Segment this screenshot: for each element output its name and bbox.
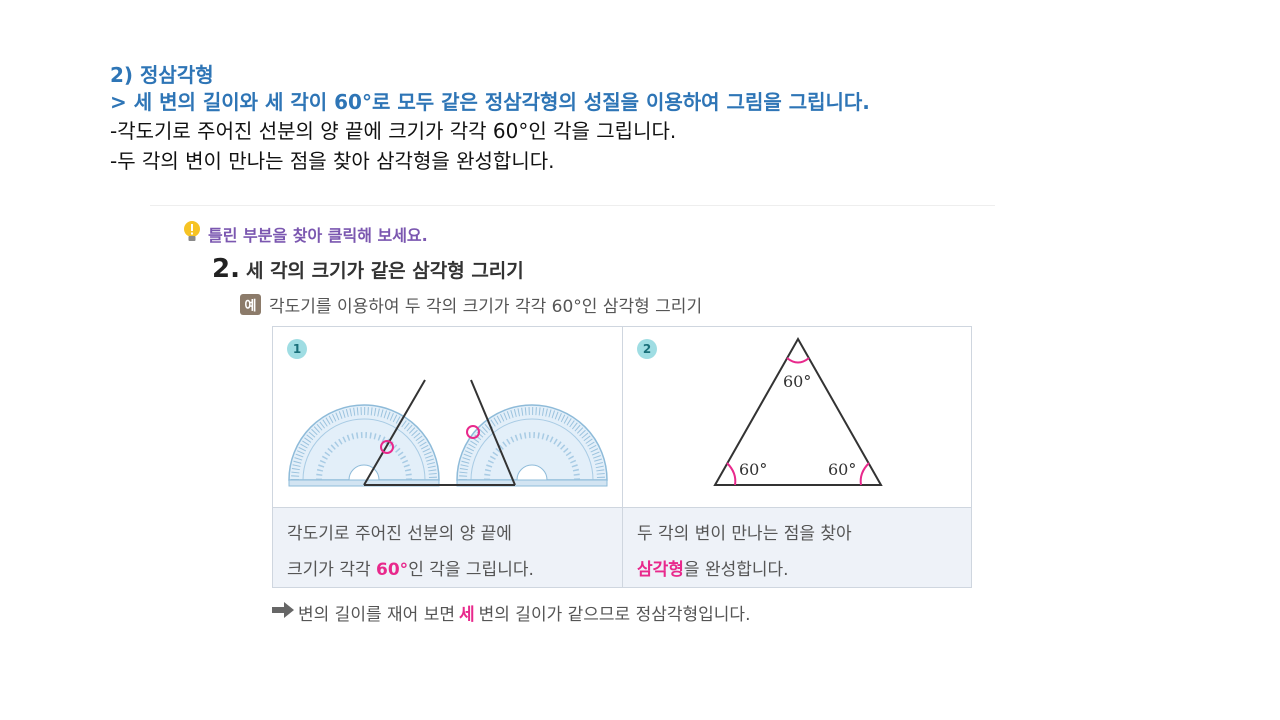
example-badge: 예 <box>240 294 261 315</box>
worksheet-image: 틀린 부분을 찾아 클릭해 보세요. 2. 세 각의 크기가 같은 삼각형 그리… <box>150 205 995 636</box>
step-1-caption-text-end: 인 각을 그립니다. <box>408 560 534 580</box>
example-row: 예 각도기를 이용하여 두 각의 크기가 각각 60°인 삼각형 그리기 <box>240 292 702 317</box>
triangle-figure: 60° 60° 60° <box>713 336 883 486</box>
step-1-figure[interactable]: 1 <box>273 327 623 507</box>
right-arrow-icon <box>272 602 294 623</box>
step-1-caption-line-1: 각도기로 주어진 선분의 양 끝에 <box>287 524 512 544</box>
step-2-caption[interactable]: 두 각의 변이 만나는 점을 찾아 삼각형을 완성합니다. <box>623 507 971 587</box>
step-2-figure[interactable]: 2 60° 60° 60° <box>623 327 971 507</box>
heading-title: 2) 정삼각형 <box>110 63 214 87</box>
step-2-caption-line-2: 삼각형을 완성합니다. <box>637 552 971 588</box>
protractor-icon <box>289 405 607 486</box>
conclusion-row[interactable]: 변의 길이를 재어 보면 세 변의 길이가 같으므로 정삼각형입니다. <box>272 600 750 625</box>
angle-left-label: 60° <box>739 460 767 479</box>
conclusion-highlight: 세 <box>458 605 475 625</box>
conclusion-text: 변의 길이를 재어 보면 <box>298 605 455 625</box>
step-2-caption-highlight: 삼각형 <box>637 560 684 580</box>
conclusion-text-end: 변의 길이가 같으므로 정삼각형입니다. <box>478 605 751 625</box>
protractor-figure <box>273 379 623 507</box>
step-2-caption-text-end: 을 완성합니다. <box>683 560 789 580</box>
heading-block: 2) 정삼각형 > 세 변의 길이와 세 각이 60°로 모두 같은 정삼각형의… <box>110 62 1250 176</box>
section-title: 2. 세 각의 크기가 같은 삼각형 그리기 <box>212 254 524 284</box>
step-2-caption-line-1: 두 각의 변이 만나는 점을 찾아 <box>637 524 852 544</box>
angle-right-label: 60° <box>828 460 856 479</box>
heading-subtitle: > 세 변의 길이와 세 각이 60°로 모두 같은 정삼각형의 성질을 이용하… <box>110 90 870 114</box>
hint-text: 틀린 부분을 찾아 클릭해 보세요. <box>208 226 428 245</box>
hint-row[interactable]: 틀린 부분을 찾아 클릭해 보세요. <box>182 220 428 248</box>
heading-line-1: -각도기로 주어진 선분의 양 끝에 크기가 각각 60°인 각을 그립니다. <box>110 119 677 143</box>
example-text: 각도기를 이용하여 두 각의 크기가 각각 60°인 삼각형 그리기 <box>269 297 703 317</box>
heading-line-2: -두 각의 변이 만나는 점을 찾아 삼각형을 완성합니다. <box>110 149 555 173</box>
section-number: 2. <box>212 254 240 284</box>
step-1-caption[interactable]: 각도기로 주어진 선분의 양 끝에 크기가 각각 60°인 각을 그립니다. <box>273 507 623 587</box>
step-1-caption-highlight: 60° <box>376 560 409 580</box>
step-1-caption-line-2: 크기가 각각 60°인 각을 그립니다. <box>287 552 622 588</box>
steps-table: 1 <box>272 326 972 588</box>
step-1-number: 1 <box>287 339 307 359</box>
lightbulb-icon <box>182 220 202 248</box>
step-1-caption-text: 크기가 각각 <box>287 560 377 580</box>
angle-top-label: 60° <box>783 372 811 391</box>
section-title-text: 세 각의 크기가 같은 삼각형 그리기 <box>245 260 524 282</box>
step-2-number: 2 <box>637 339 657 359</box>
